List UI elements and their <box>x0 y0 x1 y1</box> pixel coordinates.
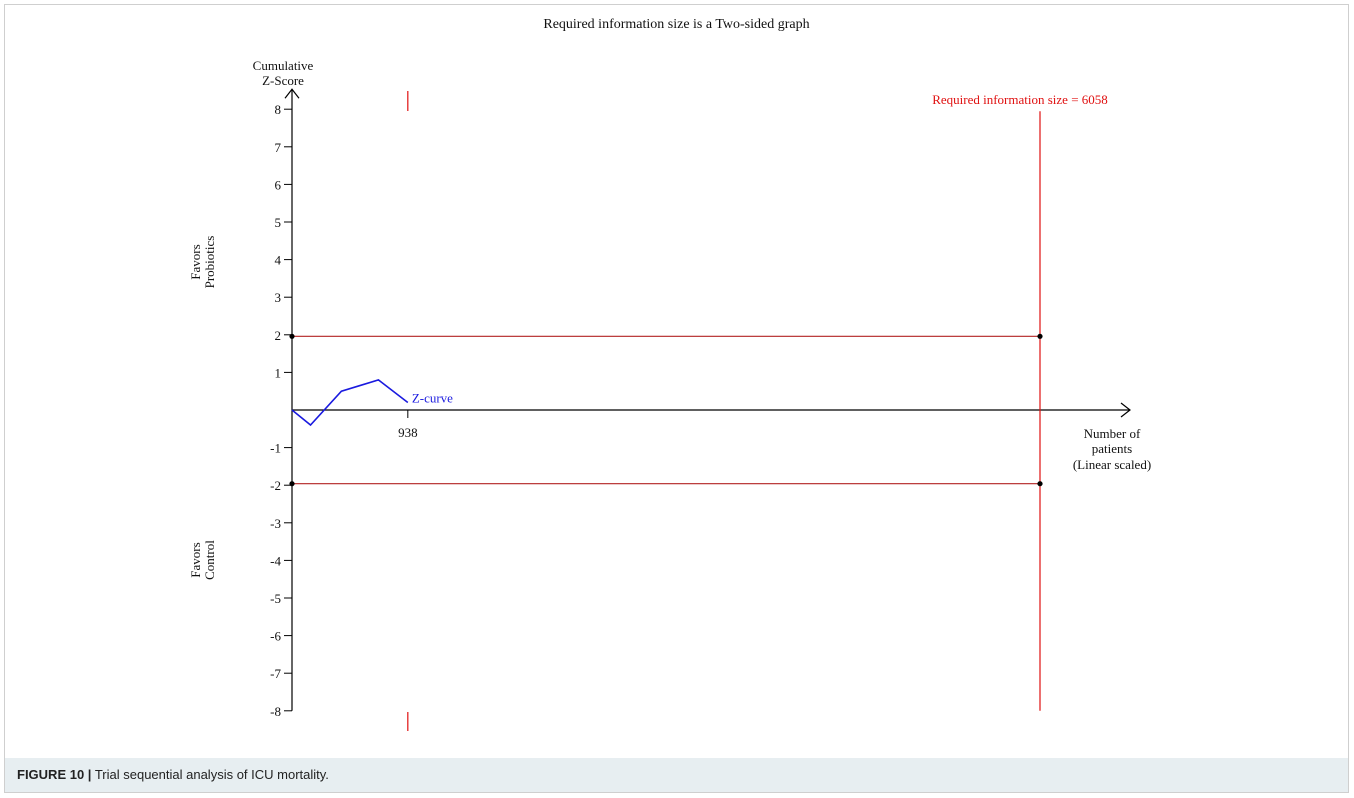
z-curve-label: Z-curve <box>412 390 453 405</box>
favor-bottom-line2: Control <box>202 540 217 580</box>
x-axis-label-line1: Number of <box>1084 426 1141 441</box>
boundary-point-start <box>289 481 295 487</box>
ris-label: Required information size = 6058 <box>932 92 1108 107</box>
y-tick-label: -2 <box>270 478 281 493</box>
y-tick-label: 4 <box>275 253 282 268</box>
figure-frame: Required information size is a Two-sided… <box>4 4 1349 793</box>
y-axis-label-line1: Cumulative <box>253 58 314 73</box>
x-tick-label: 938 <box>398 425 418 440</box>
figure-caption: FIGURE 10 | Trial sequential analysis of… <box>4 758 1349 793</box>
y-tick-label: -8 <box>270 704 281 719</box>
x-axis-arrow <box>1120 402 1131 418</box>
y-tick-label: 8 <box>275 102 282 117</box>
favor-top-line1: Favors <box>188 244 203 279</box>
y-tick-label: 2 <box>275 328 282 343</box>
y-axis-arrow <box>284 88 300 99</box>
y-tick-label: -1 <box>270 441 281 456</box>
y-axis-label-line2: Z-Score <box>262 73 304 88</box>
y-tick-label: 5 <box>275 215 282 230</box>
y-tick-label: -3 <box>270 516 281 531</box>
figure-caption-label: FIGURE 10 | <box>17 767 92 782</box>
z-curve-line <box>291 379 409 427</box>
y-tick-label: 7 <box>275 140 282 155</box>
chart-title: Required information size is a Two-sided… <box>543 17 810 32</box>
boundary-point-end <box>1037 333 1043 339</box>
boundary-point-start <box>289 333 295 339</box>
favor-bottom-line1: Favors <box>188 542 203 577</box>
favor-top-line2: Probiotics <box>202 236 217 289</box>
y-tick-label: -4 <box>270 553 281 568</box>
y-tick-label: 3 <box>275 290 282 305</box>
x-axis-label-line2: patients <box>1092 441 1132 456</box>
y-tick-label: 6 <box>275 177 282 192</box>
y-tick-label: -7 <box>270 666 281 681</box>
y-tick-label: -6 <box>270 629 281 644</box>
y-tick-label: -5 <box>270 591 281 606</box>
boundary-point-end <box>1037 481 1043 487</box>
trial-sequential-chart: 8 7 6 5 4 3 2 1 -1 -2 -3 -4 -5 -6 -7 -8 CumulativeZ-Scor… <box>188 58 1151 731</box>
x-axis-label-line3: (Linear scaled) <box>1073 457 1151 472</box>
y-tick-label: 1 <box>275 365 282 380</box>
figure-caption-text: Trial sequential analysis of ICU mortali… <box>94 767 329 782</box>
